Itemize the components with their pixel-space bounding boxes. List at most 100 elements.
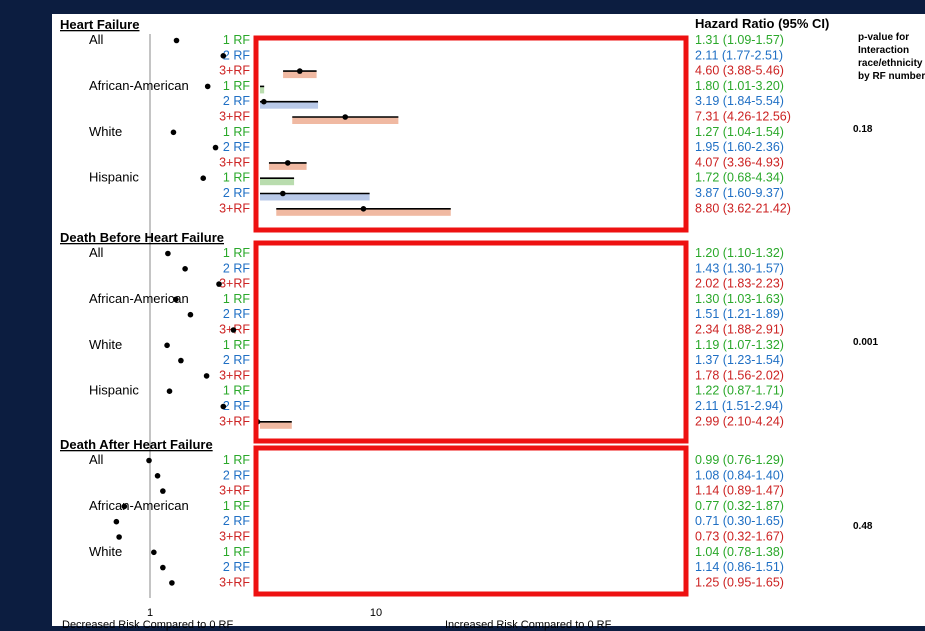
footer-decreased-label: Decreased Risk Compared to 0 RF [62,619,233,631]
hr-point [220,403,227,410]
section-title: Heart Failure [60,17,139,32]
highlight-box [253,445,689,597]
hr-value: 1.25 (0.95-1.65) [695,575,784,589]
ci-band [260,101,319,109]
rf-label: 2 RF [223,399,250,413]
pvalue-label: 0.48 [853,521,873,532]
rf-label: 1 RF [223,171,250,185]
hr-value: 1.43 (1.30-1.57) [695,261,784,275]
hr-point [284,160,291,166]
rf-label: 2 RF [223,261,250,275]
hr-point [151,549,157,556]
pvalue-header-line: by RF number [858,71,925,82]
rf-label: 2 RF [223,94,250,108]
group-label: Hispanic [89,170,139,185]
footer-increased-label: Increased Risk Compared to 0 RF [445,619,612,631]
hr-point [182,266,188,272]
hr-point [116,534,122,540]
rf-label: 3+RF [219,575,250,589]
group-label: White [89,337,122,352]
x-tick-label: 1 [147,607,153,619]
group-label: African-American [89,291,189,306]
hr-value: 1.04 (0.78-1.38) [695,545,784,559]
rf-label: 1 RF [223,79,250,93]
pvalue-label: 0.18 [853,124,873,135]
hr-value: 0.71 (0.30-1.65) [695,514,784,528]
highlight-box [253,35,689,233]
hr-value: 1.14 (0.86-1.51) [695,560,784,574]
hr-value: 1.72 (0.68-4.34) [695,171,784,185]
hr-point [200,175,207,181]
rf-label: 3+RF [219,414,250,428]
hr-value: 0.99 (0.76-1.29) [695,453,784,467]
hr-value: 0.73 (0.32-1.67) [695,530,784,544]
hr-value: 7.31 (4.26-12.56) [695,110,791,124]
rf-label: 2 RF [223,307,250,321]
rf-label: 1 RF [223,292,250,306]
hr-value: 2.34 (1.88-2.91) [695,323,784,337]
hr-point [296,68,303,74]
pvalue-header-line: p-value for [858,32,909,43]
hr-point [261,98,267,105]
rf-label: 3+RF [219,155,250,169]
group-label: African-American [89,78,189,93]
hr-value: 3.19 (1.84-5.54) [695,94,784,108]
hr-value: 1.20 (1.10-1.32) [695,246,784,260]
rf-label: 2 RF [223,468,250,482]
hr-point [164,342,170,349]
hr-value: 2.02 (1.83-2.23) [695,277,784,291]
rf-label: 2 RF [223,560,250,574]
group-label: All [89,32,104,47]
highlight-box [253,240,689,444]
group-label: Hispanic [89,383,139,398]
rf-label: 2 RF [223,514,250,528]
group-label: African-American [89,498,189,513]
hr-point [342,114,349,120]
hr-column-header: Hazard Ratio (95% CI) [695,16,829,31]
hr-value: 1.80 (1.01-3.20) [695,79,784,93]
section-title: Death Before Heart Failure [60,230,224,245]
ci-band [260,178,295,186]
hr-point [172,296,179,303]
hr-value: 2.11 (1.51-2.94) [695,399,783,413]
hr-value: 1.31 (1.09-1.57) [695,33,784,47]
rf-label: 3+RF [219,368,250,382]
hr-point [216,281,222,287]
hr-point [165,250,171,257]
ci-band [276,208,451,216]
ci-band [260,421,292,429]
ci-band [260,86,265,94]
hr-point [178,357,184,364]
hr-value: 4.07 (3.36-4.93) [695,155,784,169]
hr-point [203,373,210,379]
hr-value: 1.08 (0.84-1.40) [695,468,784,482]
section-title: Death After Heart Failure [60,437,213,452]
hr-value: 1.19 (1.07-1.32) [695,338,784,352]
rf-label: 3+RF [219,484,250,498]
hr-point [187,311,194,318]
hr-point [360,206,367,212]
rf-label: 3+RF [219,530,250,544]
hr-value: 2.99 (2.10-4.24) [695,414,784,428]
hr-value: 1.22 (0.87-1.71) [695,384,784,398]
rf-label: 3+RF [219,201,250,215]
group-label: White [89,124,122,139]
hr-value: 1.14 (0.89-1.47) [695,484,784,498]
rf-label: 1 RF [223,246,250,260]
hr-value: 1.27 (1.04-1.54) [695,125,784,139]
pvalue-header-line: race/ethnicity [858,58,923,69]
hr-point [166,388,173,395]
rf-label: 3+RF [219,277,250,291]
hr-value: 1.95 (1.60-2.36) [695,140,784,154]
hr-value: 8.80 (3.62-21.42) [695,201,791,215]
hr-value: 3.87 (1.60-9.37) [695,186,784,200]
hr-value: 1.78 (1.56-2.02) [695,368,784,382]
group-label: White [89,544,122,559]
hr-point [146,457,152,464]
hr-point [170,129,177,136]
hr-point [280,190,286,197]
rf-label: 1 RF [223,545,250,559]
rf-label: 1 RF [223,125,250,139]
x-tick-label: 10 [370,607,382,619]
